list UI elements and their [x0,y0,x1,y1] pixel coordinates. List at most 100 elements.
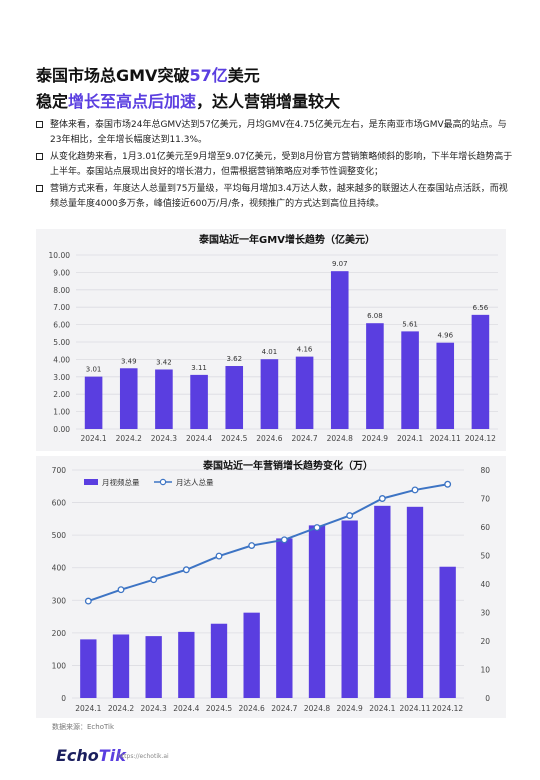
chart-title: 泰国站近一年营销增长趋势变化（万） [202,459,373,472]
x-tick-label: 2024.1 [369,704,395,713]
bar-value-label: 4.01 [262,348,278,356]
bar [145,636,162,698]
logo-main: Echo [56,746,99,765]
bullet-item: 营销方式来看，年度达人总量到75万量级，平均每月增加3.4万达人数，越来越多的联… [36,182,516,212]
x-tick-label: 2024.7 [291,434,317,443]
checkbox-square-icon [36,153,43,160]
bullet-item: 从变化趋势来看，1月3.01亿美元至9月增至9.07亿美元，受到8月份官方营销策… [36,150,516,180]
bar [112,634,130,698]
x-tick-label: 2024.6 [239,704,265,713]
line-point [215,552,223,560]
y-tick-label: 1.00 [53,408,70,417]
line-point [150,576,158,584]
title-line2-accent: 增长至高点后加速 [68,92,197,111]
checkbox-square-icon [36,185,43,192]
bar-value-label: 9.07 [332,260,348,268]
bullet-text: 从变化趋势来看，1月3.01亿美元至9月增至9.07亿美元，受到8月份官方营销策… [50,152,513,177]
x-tick-label: 2024.2 [116,434,142,443]
y-left-tick-label: 600 [52,499,67,508]
legend-line-label: 月达人总量 [176,477,214,487]
bar [436,342,455,429]
y-right-tick-label: 60 [480,523,490,532]
line-point [84,597,92,605]
page-subtitle: 稳定增长至高点后加速，达人营销增量较大 [36,88,340,112]
site-url: https://echotik.ai [118,753,169,760]
x-tick-label: 2024.6 [256,434,282,443]
x-tick-label: 2024.9 [337,704,363,713]
x-tick-label: 2024.1 [80,434,106,443]
bar [243,612,260,698]
y-tick-label: 6.00 [53,321,70,330]
y-right-tick-label: 50 [480,552,490,561]
bar-value-label: 4.16 [297,346,313,354]
gmv-chart-panel: 0.00 1.00 2.00 3.00 4.00 5.00 6.00 7.00 8.00 9.00… [36,229,506,451]
y-tick-label: 0.00 [53,425,70,434]
title-line2-pre: 稳定 [36,92,69,111]
bar [471,314,490,429]
y-left-tick-label: 200 [52,629,67,638]
y-tick-label: 2.00 [53,390,70,399]
bar-value-label: 3.42 [156,358,172,366]
x-tick-label: 2024.1 [397,434,423,443]
y-left-tick-label: 500 [52,531,67,540]
bar [119,368,138,429]
x-tick-label: 2024.5 [221,434,247,443]
y-tick-label: 4.00 [53,355,70,364]
x-tick-label: 2024.4 [186,434,212,443]
y-right-tick-label: 10 [480,666,490,675]
echotik-logo: EchoTik [56,746,126,765]
bar [406,506,424,698]
summary-bullets: 整体来看，泰国市场24年总GMV达到57亿美元，月均GMV在4.75亿美元左右，… [36,118,516,214]
x-tick-label: 2024.3 [141,704,167,713]
y-right-tick-label: 80 [480,466,490,475]
gmv-bar-chart: 0.00 1.00 2.00 3.00 4.00 5.00 6.00 7.00 8.00 9.00… [49,233,498,443]
x-tick-label: 2024.9 [362,434,388,443]
series-line [88,483,448,603]
bar [439,566,456,698]
marketing-combo-chart: 0 100 200 300 400 500 600 700 0 10 20 30 40 50 60 70 80 泰… [52,459,491,713]
bullet-item: 整体来看，泰国市场24年总GMV达到57亿美元，月均GMV在4.75亿美元左右，… [36,118,516,148]
bar [210,623,228,698]
line-point [313,524,321,532]
bar-value-label: 6.08 [367,312,383,320]
y-left-tick-label: 300 [52,596,67,605]
x-tick-label: 2024.2 [108,704,134,713]
line-point [411,486,419,494]
y-left-tick-label: 0 [61,694,66,703]
logo-accent: Tik [98,746,126,765]
y-tick-label: 7.00 [53,303,70,312]
y-tick-label: 5.00 [53,338,70,347]
x-tick-label: 2024.11 [399,704,430,713]
x-tick-label: 2024.11 [430,434,461,443]
line-point [444,480,452,488]
bar-value-label: 6.56 [473,304,489,312]
bar [374,505,391,698]
bar [260,359,279,429]
x-tick-label: 2024.7 [271,704,297,713]
x-tick-label: 2024.4 [173,704,199,713]
bar [84,376,103,429]
title-line2-post: ，达人营销增量较大 [196,92,341,111]
bar [295,356,314,429]
bar-value-label: 3.11 [191,364,207,372]
line-point [346,512,354,520]
line-point [280,536,288,544]
x-tick-label: 2024.12 [432,704,463,713]
checkbox-square-icon [36,121,43,128]
line-point [182,566,190,574]
bar-value-label: 3.49 [121,357,137,365]
y-tick-label: 10.00 [49,251,71,260]
bar-value-label: 3.62 [226,355,242,363]
bar [401,331,419,429]
y-tick-label: 9.00 [53,268,70,277]
marketing-chart-panel: 0 100 200 300 400 500 600 700 0 10 20 30 40 50 60 70 80 泰… [36,456,506,718]
bar [80,639,97,698]
line-point [378,495,386,502]
y-left-tick-label: 700 [52,466,67,475]
x-tick-label: 2024.8 [304,704,330,713]
y-right-tick-label: 40 [480,580,490,589]
bullet-text: 整体来看，泰国市场24年总GMV达到57亿美元，月均GMV在4.75亿美元左右，… [50,120,507,145]
x-tick-label: 2024.5 [206,704,232,713]
y-tick-label: 8.00 [53,286,70,295]
y-right-tick-label: 0 [485,694,490,703]
